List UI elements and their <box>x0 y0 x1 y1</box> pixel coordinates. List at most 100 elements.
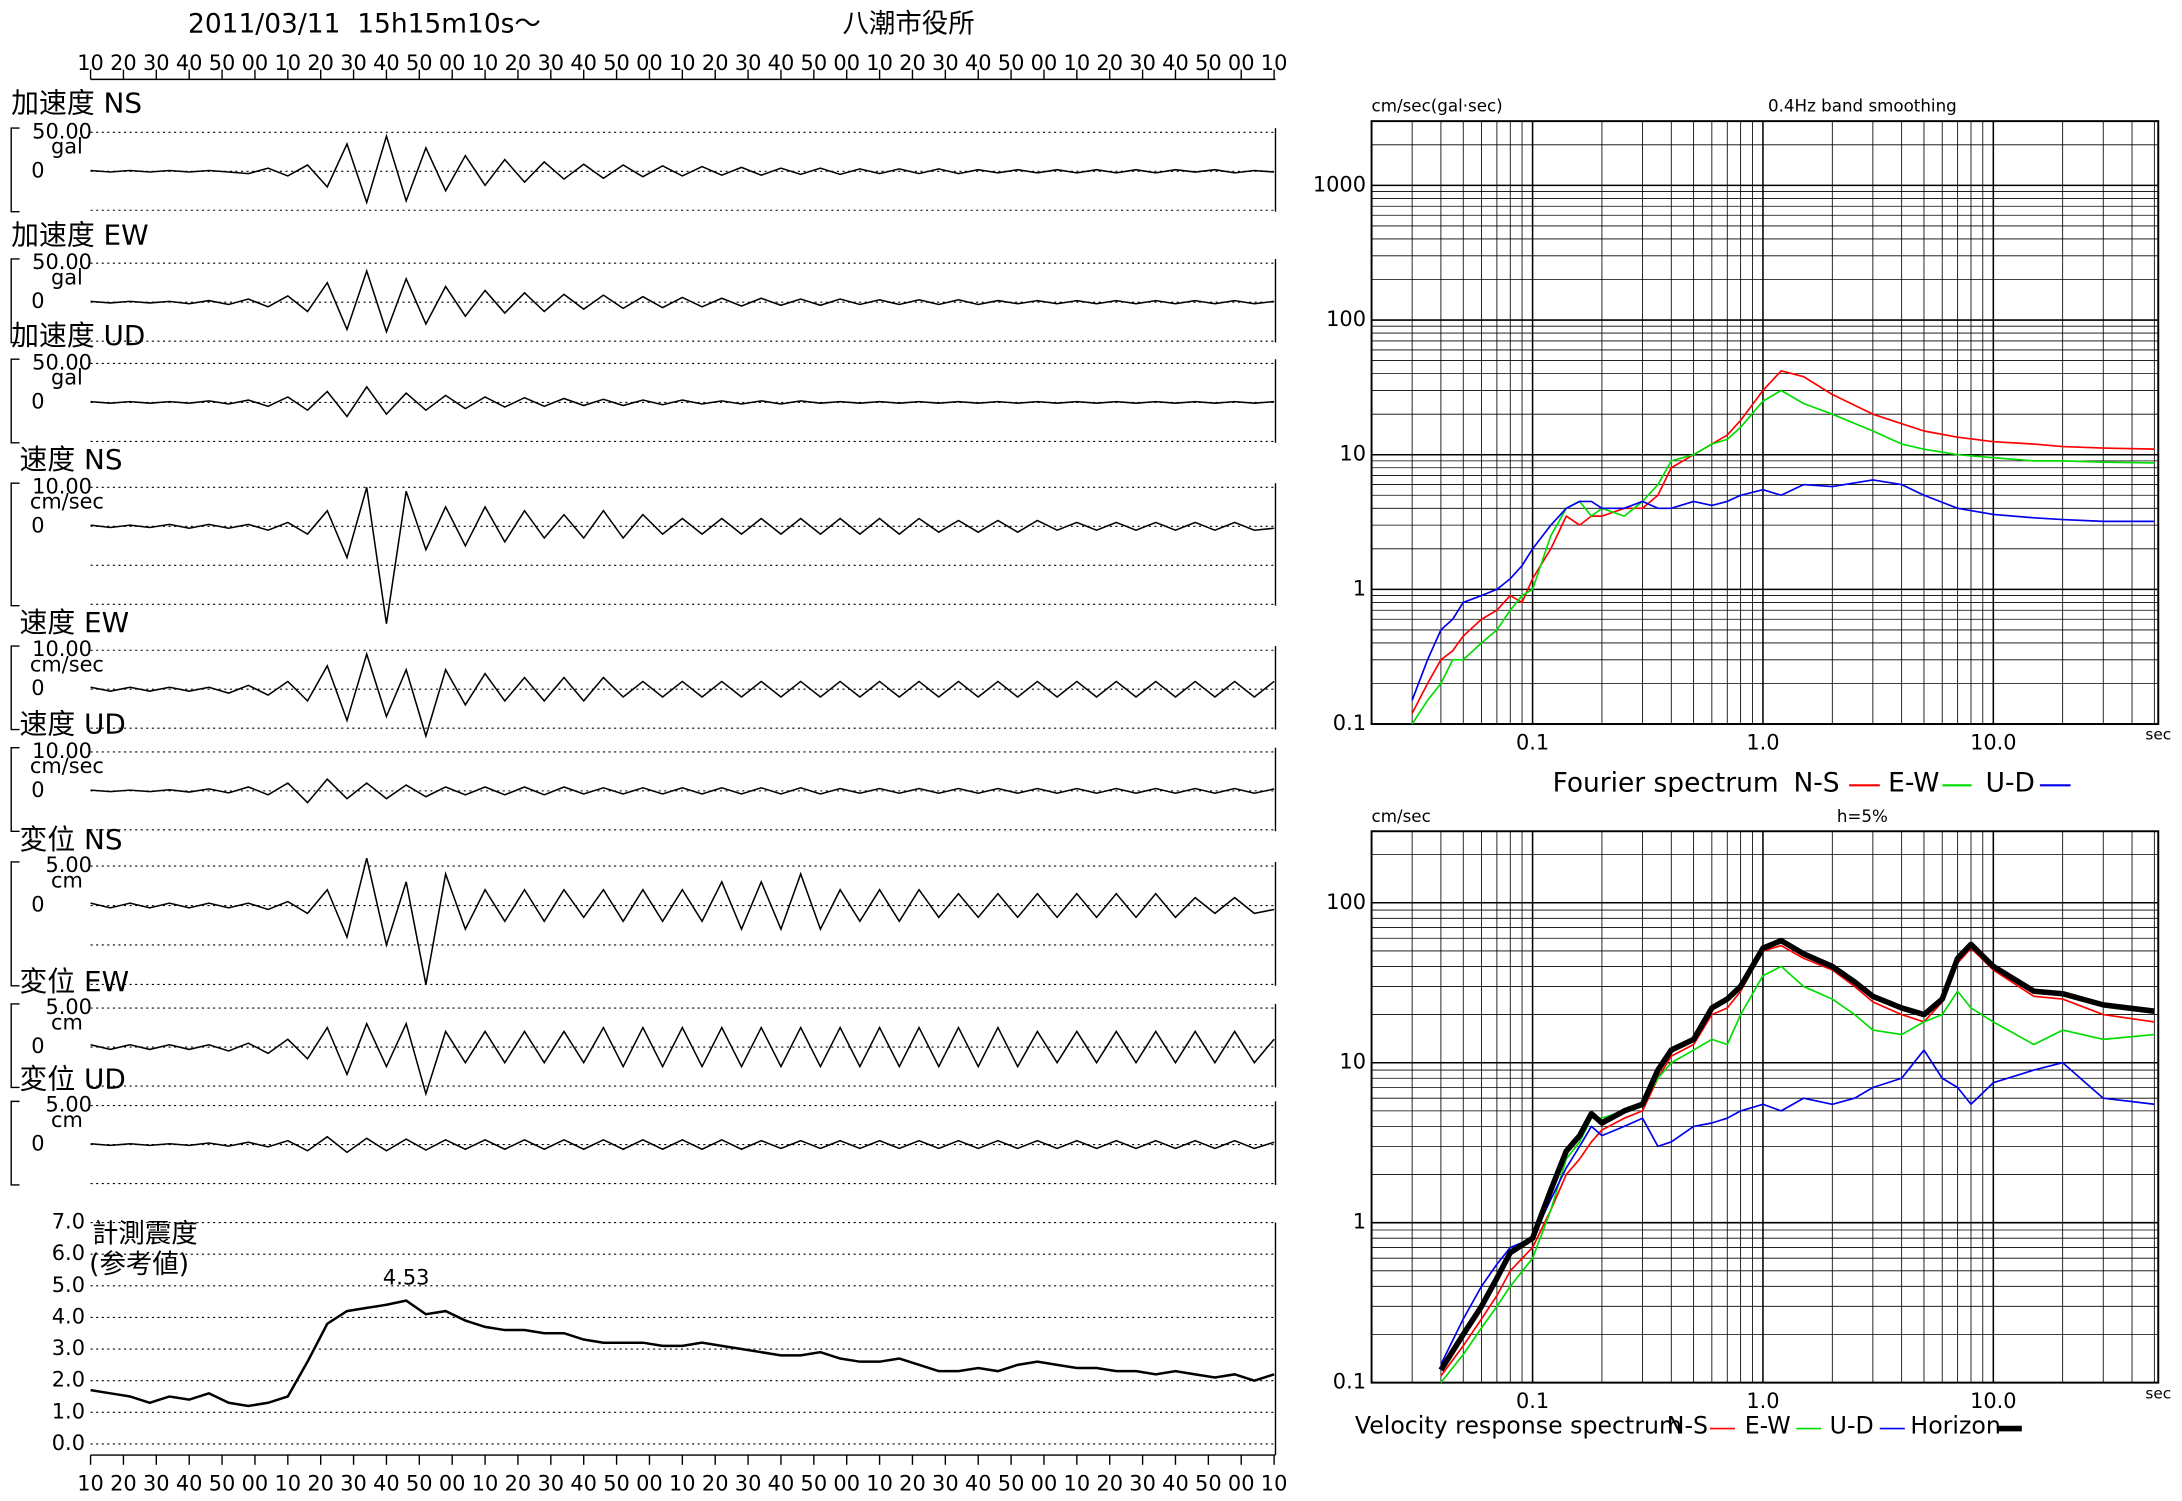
x-tick-label: 1.0 <box>1746 731 1779 755</box>
chart-annotation: h=5% <box>1837 806 1888 826</box>
time-tick-label: 20 <box>702 1471 729 1495</box>
unit-label: cm <box>51 868 83 892</box>
y-tick-label: 10.00 <box>32 637 92 661</box>
panel-bracket <box>10 358 20 444</box>
y-tick-label: 0 <box>31 289 44 313</box>
y-tick-label: 1.0 <box>52 1399 85 1423</box>
time-tick-label: 00 <box>636 1471 663 1495</box>
x-tick-label: 0.1 <box>1516 731 1549 755</box>
panel-subtitle: (参考値) <box>89 1249 189 1280</box>
time-tick-label: 20 <box>307 51 334 75</box>
legend-label: N-S <box>1793 767 1839 798</box>
time-tick-label: 20 <box>505 1471 532 1495</box>
time-tick-label: 20 <box>1096 51 1123 75</box>
time-tick-label: 10 <box>669 51 696 75</box>
y-tick-label: 0.1 <box>1333 1370 1366 1394</box>
y-tick-label: 100 <box>1326 890 1366 914</box>
time-tick-label: 30 <box>538 51 565 75</box>
panel-title: 計測震度 <box>92 1219 198 1250</box>
x-axis-label: sec <box>2145 1384 2171 1402</box>
time-tick-label: 40 <box>373 51 400 75</box>
record-datetime: 2011/03/11 15h15m10s〜 <box>188 9 541 40</box>
time-tick-label: 10 <box>1064 51 1091 75</box>
time-tick-label: 00 <box>1228 1471 1255 1495</box>
x-axis-label: sec <box>2145 726 2171 744</box>
y-tick-label: 5.00 <box>45 995 91 1019</box>
y-axis-label: cm/sec <box>1372 806 1431 826</box>
time-tick-label: 40 <box>768 1471 795 1495</box>
y-tick-label: 0 <box>31 389 44 413</box>
waveform <box>90 487 1275 624</box>
time-tick-label: 30 <box>735 1471 762 1495</box>
waveform <box>90 857 1275 985</box>
spectrum-line <box>1440 944 2155 1377</box>
time-tick-label: 50 <box>209 51 236 75</box>
waveform <box>90 1021 1275 1097</box>
y-tick-label: 100 <box>1326 307 1366 331</box>
y-tick-label: 0 <box>31 778 44 802</box>
time-tick-label: 40 <box>1162 1471 1189 1495</box>
time-tick-label: 40 <box>1162 51 1189 75</box>
time-tick-label: 20 <box>110 1471 137 1495</box>
time-tick-label: 30 <box>932 51 959 75</box>
legend-label: U-D <box>1986 767 2035 798</box>
time-tick-label: 10 <box>77 51 104 75</box>
waveform <box>90 1135 1275 1154</box>
legend-label: Horizon <box>1910 1412 2000 1440</box>
time-tick-label: 10 <box>866 1471 893 1495</box>
time-tick-label: 00 <box>833 51 860 75</box>
panel-title: 速度 NS <box>20 443 123 476</box>
time-tick-label: 00 <box>439 51 466 75</box>
time-tick-label: 20 <box>505 51 532 75</box>
unit-label: cm <box>51 1108 83 1132</box>
plot-frame <box>1370 120 2160 726</box>
y-tick-label: 10 <box>1339 442 1366 466</box>
time-tick-label: 00 <box>439 1471 466 1495</box>
y-tick-label: 10.00 <box>32 739 92 763</box>
time-tick-label: 40 <box>176 1471 203 1495</box>
spectrum-line <box>1440 965 2155 1384</box>
time-tick-label: 30 <box>340 51 367 75</box>
spectrum-line <box>1440 1049 2155 1365</box>
time-tick-label: 00 <box>1031 1471 1058 1495</box>
time-tick-label: 30 <box>1129 1471 1156 1495</box>
time-tick-label: 40 <box>373 1471 400 1495</box>
panel-bracket <box>10 861 20 987</box>
y-tick-label: 5.00 <box>45 1093 91 1117</box>
time-tick-label: 00 <box>833 1471 860 1495</box>
time-tick-label: 00 <box>636 51 663 75</box>
time-tick-label: 50 <box>603 51 630 75</box>
waveform <box>90 385 1275 418</box>
y-tick-label: 1000 <box>1313 172 1366 196</box>
y-tick-label: 4.0 <box>52 1304 85 1328</box>
waveform <box>90 133 1275 205</box>
y-tick-label: 10.00 <box>32 474 92 498</box>
time-tick-label: 40 <box>570 1471 597 1495</box>
y-tick-label: 10 <box>1339 1050 1366 1074</box>
y-tick-label: 50.00 <box>32 119 92 143</box>
time-tick-label: 00 <box>1031 51 1058 75</box>
time-tick-label: 30 <box>143 1471 170 1495</box>
x-tick-label: 0.1 <box>1516 1389 1549 1413</box>
y-tick-label: 0.0 <box>52 1431 85 1455</box>
intensity-line <box>90 1299 1275 1408</box>
panel-bracket <box>10 1100 20 1186</box>
time-tick-label: 30 <box>143 51 170 75</box>
x-tick-label: 10.0 <box>1970 1389 2016 1413</box>
unit-label: cm/sec <box>30 653 104 677</box>
panel-title: 変位 UD <box>20 1062 126 1095</box>
time-tick-label: 40 <box>965 1471 992 1495</box>
legend-label: E-W <box>1888 767 1939 798</box>
time-tick-label: 10 <box>669 1471 696 1495</box>
legend-label: E-W <box>1745 1412 1791 1440</box>
waveform <box>90 778 1275 804</box>
y-tick-label: 50.00 <box>32 250 92 274</box>
station-name: 八潮市役所 <box>842 9 974 40</box>
panel-title: 変位 NS <box>20 823 123 856</box>
panel-bracket <box>10 1003 20 1089</box>
peak-label: 4.53 <box>383 1265 429 1289</box>
legend-title: Fourier spectrum <box>1553 767 1779 798</box>
time-tick-label: 10 <box>1261 1471 1288 1495</box>
panel-title: 変位 EW <box>20 965 130 998</box>
y-tick-label: 0.1 <box>1333 711 1366 735</box>
